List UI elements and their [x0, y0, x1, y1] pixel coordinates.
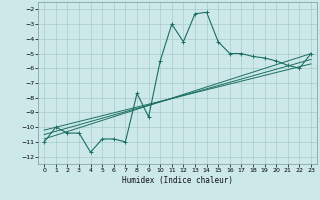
X-axis label: Humidex (Indice chaleur): Humidex (Indice chaleur) [122, 176, 233, 185]
